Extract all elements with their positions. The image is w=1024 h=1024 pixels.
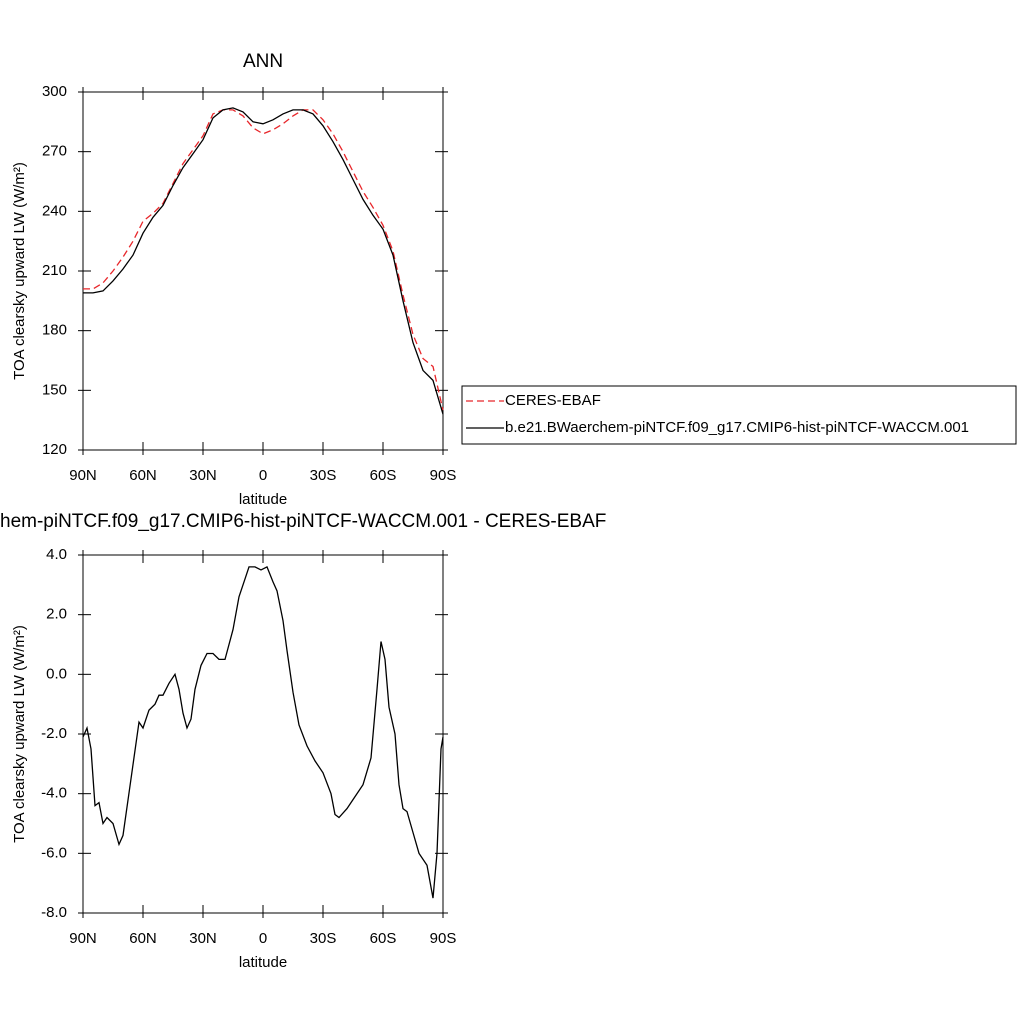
x-axis-label: latitude	[239, 491, 287, 508]
y-tick-label: 300	[42, 83, 67, 100]
y-tick-label: 150	[42, 381, 67, 398]
legend-label: CERES-EBAF	[505, 392, 601, 409]
y-tick-label: 210	[42, 262, 67, 279]
plot-frame	[82, 554, 444, 914]
y-tick-label: 2.0	[46, 606, 67, 623]
x-tick-label: 90N	[69, 930, 97, 947]
y-tick-label: -2.0	[41, 725, 67, 742]
x-tick-label: 90S	[430, 467, 457, 484]
data-line	[82, 566, 444, 899]
legend-label: b.e21.BWaerchem-piNTCF.f09_g17.CMIP6-his…	[505, 419, 969, 436]
y-axis-label: TOA clearsky upward LW (W/m²)	[11, 625, 28, 843]
x-tick-label: 30S	[310, 930, 337, 947]
x-tick-label: 90S	[430, 930, 457, 947]
y-tick-label: 180	[42, 322, 67, 339]
x-tick-label: 60S	[370, 930, 397, 947]
y-tick-label: -8.0	[41, 904, 67, 921]
x-axis-label: latitude	[239, 954, 287, 971]
y-tick-label: 120	[42, 441, 67, 458]
plot-frame	[82, 91, 444, 451]
legend-box	[461, 385, 1017, 445]
x-tick-label: 90N	[69, 467, 97, 484]
x-tick-label: 60N	[129, 930, 157, 947]
data-line	[83, 109, 444, 411]
y-axis-label: TOA clearsky upward LW (W/m²)	[11, 162, 28, 380]
x-tick-label: 30N	[189, 930, 217, 947]
y-tick-label: 4.0	[46, 546, 67, 563]
data-line	[83, 107, 444, 415]
y-tick-label: 0.0	[46, 665, 67, 682]
x-tick-label: 30S	[310, 467, 337, 484]
y-tick-label: 270	[42, 143, 67, 160]
x-tick-label: 60S	[370, 467, 397, 484]
chart-title: ANN	[243, 51, 283, 72]
y-tick-label: 240	[42, 202, 67, 219]
x-tick-label: 0	[259, 930, 267, 947]
y-tick-label: -4.0	[41, 785, 67, 802]
x-tick-label: 60N	[129, 467, 157, 484]
x-tick-label: 0	[259, 467, 267, 484]
y-tick-label: -6.0	[41, 844, 67, 861]
chart-title: hem-piNTCF.f09_g17.CMIP6-hist-piNTCF-WAC…	[0, 511, 606, 532]
x-tick-label: 30N	[189, 467, 217, 484]
